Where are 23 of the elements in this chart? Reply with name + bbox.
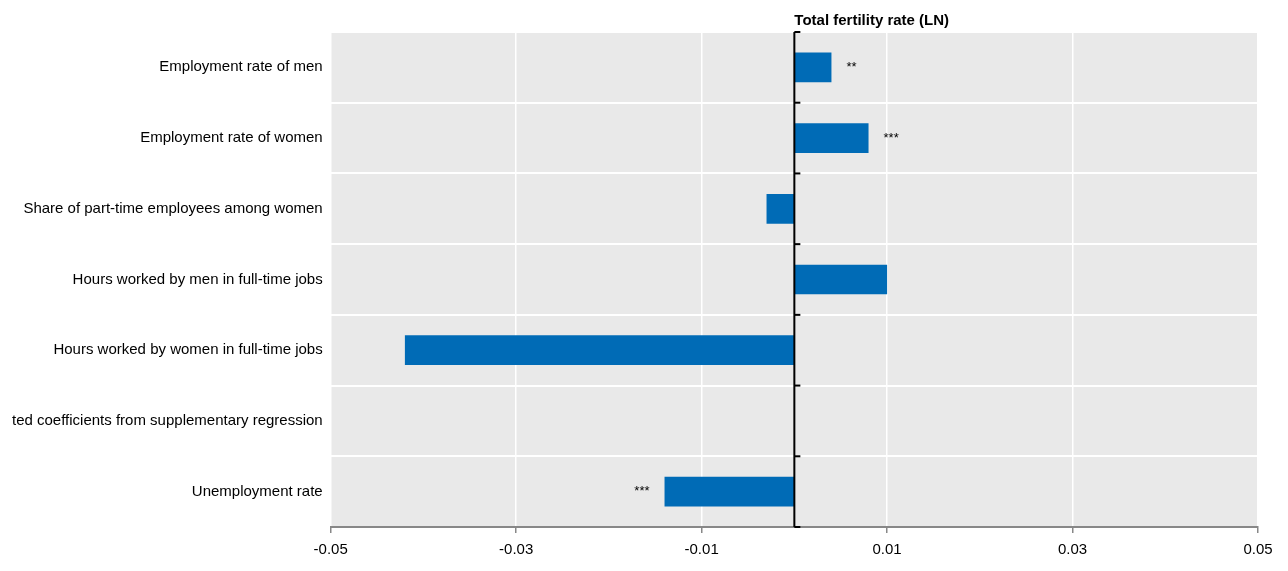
- y-tick-label: Share of part-time employees among women: [23, 198, 323, 216]
- y-tick-label: ted coefficients from supplementary regression: [11, 411, 323, 429]
- y-tick-label: Hours worked by men in full-time jobs: [72, 269, 323, 287]
- annotation: **: [846, 58, 857, 74]
- x-tick-label: 0.03: [1057, 540, 1088, 558]
- y-tick-label: Unemployment rate: [191, 481, 323, 499]
- bar: [794, 52, 832, 83]
- bar: [794, 123, 869, 153]
- bar: [794, 264, 888, 295]
- chart-title: Total fertility rate (LN): [794, 10, 950, 28]
- x-tick-label: -0.03: [499, 540, 534, 558]
- x-tick-label: 0.01: [872, 540, 902, 558]
- bar: [404, 335, 795, 366]
- annotation: ***: [634, 483, 650, 499]
- bar: [766, 193, 795, 224]
- x-tick-label: -0.05: [313, 540, 348, 558]
- annotation: ***: [883, 129, 899, 145]
- y-tick-label: Employment rate of men: [159, 57, 323, 75]
- y-tick-label: Employment rate of women: [140, 128, 323, 146]
- x-tick-label: -0.01: [684, 540, 719, 558]
- x-tick-label: 0.05: [1243, 540, 1273, 558]
- y-tick-label: Hours worked by women in full-time jobs: [53, 340, 323, 358]
- bar: [664, 476, 795, 507]
